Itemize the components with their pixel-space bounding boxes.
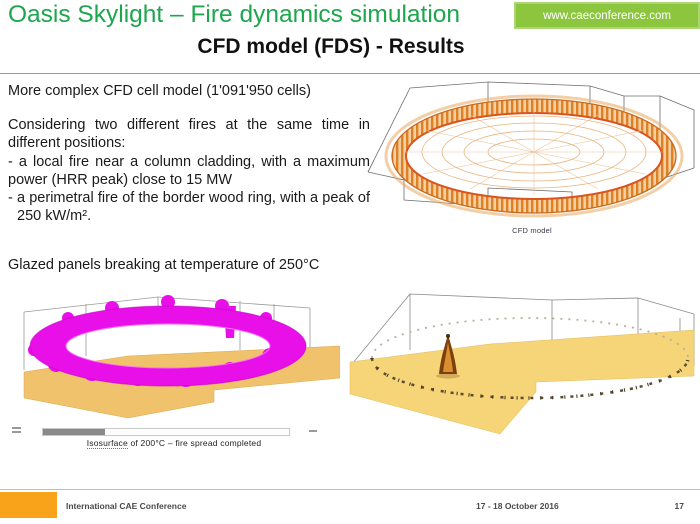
end-time-mark [309,430,317,432]
footer-divider [0,489,700,490]
cfd-model-render [367,81,695,218]
local-fire-flame [436,334,460,379]
glazed-panels-paragraph: Glazed panels breaking at temperature of… [8,257,320,274]
isosurface-caption-word: Isosurface [86,438,128,449]
skylight-disc [384,94,684,218]
isosurface-caption: Isosurface of 200°C – fire spread comple… [8,438,340,449]
fire-isosurface [28,295,307,387]
local-fire-bullet: - a local fire near a column cladding, w… [8,153,370,188]
perimetral-fire-bullet: - a perimetral fire of the border wood r… [8,190,370,225]
footer-orange-block [0,492,57,518]
two-fires-paragraph: Considering two different fires at the s… [8,117,370,152]
border-fire-render [349,292,695,435]
isosurface-caption-rest: of 200°C – fire spread completed [127,438,262,448]
smoldering-ring [370,317,690,400]
time-label-mark [12,427,21,429]
page-number: 17 [674,501,684,511]
frame-label-mark [12,431,21,433]
cfd-model-caption: CFD model [512,226,552,235]
progress-fill [43,429,105,435]
conference-url-badge: www.caeconference.com [514,2,700,29]
playback-progress-bar[interactable] [42,428,290,436]
slide-title: Oasis Skylight – Fire dynamics simulatio… [8,1,461,28]
floor-slab [349,329,695,435]
isosurface-figure: Isosurface of 200°C – fire spread comple… [8,292,341,449]
header-divider [0,73,700,74]
player-bar [8,424,340,437]
isosurface-render [23,295,341,419]
slide-subtitle: CFD model (FDS) - Results [197,35,465,58]
body-text-column: More complex CFD cell model (1'091'950 c… [8,82,370,275]
footer-date: 17 - 18 October 2016 [476,501,559,511]
cfd-model-figure: CFD model [366,76,698,235]
footer-conference-name: International CAE Conference [66,501,187,511]
cell-model-paragraph: More complex CFD cell model (1'091'950 c… [8,83,311,99]
border-fire-figure [340,286,700,469]
